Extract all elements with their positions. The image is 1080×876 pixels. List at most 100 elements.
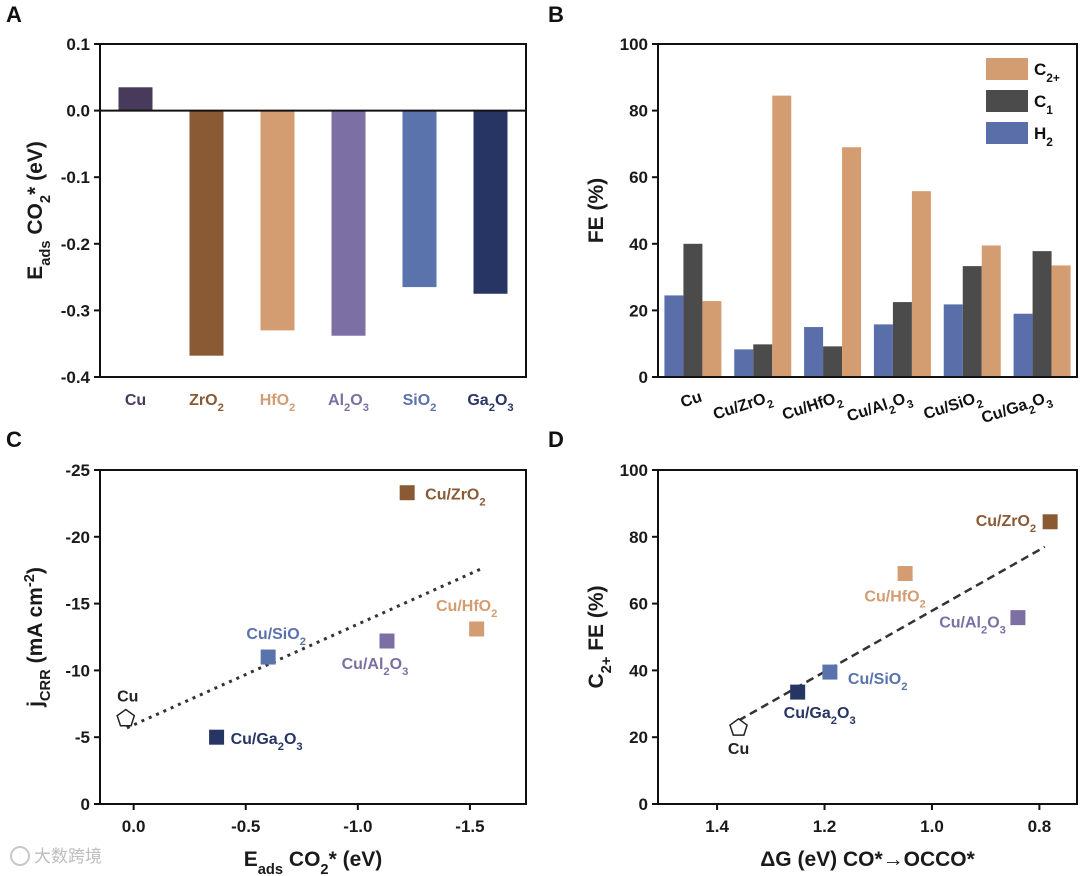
b-legend-label: C1 [1034,92,1053,117]
d-ytick-label: 20 [629,728,648,747]
a-xtick-label: SiO2 [403,392,437,414]
c-ytick-label: -15 [65,595,90,614]
b-legend-swatch [986,90,1028,112]
b-bar [873,324,893,377]
a-bar [331,110,366,336]
c-point-label: Cu [117,688,138,705]
d-ylabel: C2+ FE (%) [585,585,615,688]
d-point-label: Cu/HfO2 [864,589,925,611]
a-bar [473,110,508,294]
b-bar [911,191,931,377]
c-point-marker [209,729,225,745]
b-bar [943,304,963,377]
c-ytick-label: -20 [65,528,90,547]
c-point-marker [399,485,415,501]
b-legend-label: H2 [1034,124,1053,149]
b-ytick-label: 100 [620,35,648,54]
b-bar [842,147,862,377]
c-xtick-label: -1.0 [343,817,372,836]
c-plot-frame [99,469,527,805]
d-point-label: Cu/ZrO2 [976,513,1036,535]
d-point-label: Cu/Al2O3 [939,615,1006,637]
c-ytick-label: -25 [65,461,90,480]
d-ytick-label: 80 [629,528,648,547]
a-xtick-label: Al2O3 [328,392,369,414]
panel-a-label: A [6,2,22,27]
b-xtick-label: Cu/Ga2O3 [980,389,1055,432]
panel-d-label: D [548,427,564,452]
d-ytick-label: 0 [639,795,648,814]
b-ytick-label: 20 [629,301,648,320]
d-xtick-label: 0.8 [1028,817,1052,836]
watermark-logo-icon [10,846,30,866]
c-xtick-label: -1.5 [455,817,484,836]
b-bar [734,349,754,377]
a-bar [189,110,224,356]
b-ytick-label: 80 [629,102,648,121]
c-point-marker [379,633,395,649]
b-legend-label: C2+ [1034,60,1060,85]
c-ytick-label: 0 [81,795,90,814]
watermark-text: 大数跨境 [34,847,102,866]
b-bar [981,245,1001,377]
watermark: 大数跨境 [10,846,102,866]
b-bar [823,346,843,377]
d-plot-frame [657,469,1078,805]
b-ytick-label: 60 [629,168,648,187]
d-point-marker [1010,610,1026,626]
a-bar [118,87,153,111]
b-xtick-label: Cu/ZrO2 [711,389,775,429]
c-point-marker [469,621,485,637]
a-ytick-label: -0.1 [61,168,90,187]
c-trendline [126,567,482,730]
c-point-label: Cu/HfO2 [436,598,497,620]
b-xtick-label: Cu/SiO2 [922,389,985,428]
d-point-marker [790,684,806,700]
a-plot-frame [99,43,527,378]
d-point-marker [822,664,838,680]
a-ytick-label: 0.0 [66,102,90,121]
d-ytick-label: 60 [629,595,648,614]
d-point-marker [729,717,748,736]
b-bar [664,295,684,377]
a-ylabel: Eads CO2* (eV) [24,141,54,280]
b-bar [1013,313,1033,377]
d-xtick-label: 1.0 [920,817,944,836]
b-legend-swatch [986,122,1028,144]
d-ytick-label: 40 [629,661,648,680]
b-bar [892,302,912,377]
c-ytick-label: -10 [65,661,90,680]
a-ytick-label: 0.1 [66,35,90,54]
a-xtick-label: Ga2O3 [467,392,513,414]
panel-c-label: C [6,427,22,452]
d-point-marker [1042,514,1058,530]
c-xlabel: Eads CO2* (eV) [244,848,383,876]
c-point-label: Cu/SiO2 [246,626,306,648]
d-point-marker [897,566,913,582]
a-xtick-label: ZrO2 [189,392,224,414]
panel-b-label: B [548,2,564,27]
b-bar [702,301,722,377]
c-ylabel: jCRR (mA cm-2) [22,567,54,708]
b-bar [804,327,824,377]
b-bar [683,243,703,377]
c-ytick-label: -5 [75,728,90,747]
d-point-label: Cu/Ga2O3 [784,705,856,727]
c-point-label: Cu/Al2O3 [342,656,409,678]
d-trendline [737,545,1046,722]
b-bar [962,266,982,377]
d-ytick-label: 100 [620,461,648,480]
b-bar [1051,265,1071,377]
a-bar [402,110,437,288]
b-bar [1032,251,1052,377]
panel-c: C 0 -5 -10 -15 -20 -25 0.0 -0.5 -1.0 -1.5 Cu Cu/ZrO… [6,427,527,876]
panel-a: A 0.1 0.0 -0.1 -0.2 -0.3 -0.4 Cu ZrO2 HfO2 Al2O3 S… [6,2,527,414]
b-ytick-label: 0 [639,368,648,387]
c-xtick-label: -0.5 [231,817,260,836]
a-xtick-label: HfO2 [260,392,296,414]
d-xtick-label: 1.4 [705,817,729,836]
a-ytick-label: -0.4 [61,368,91,387]
b-xtick-label: Cu/HfO2 [780,389,845,429]
